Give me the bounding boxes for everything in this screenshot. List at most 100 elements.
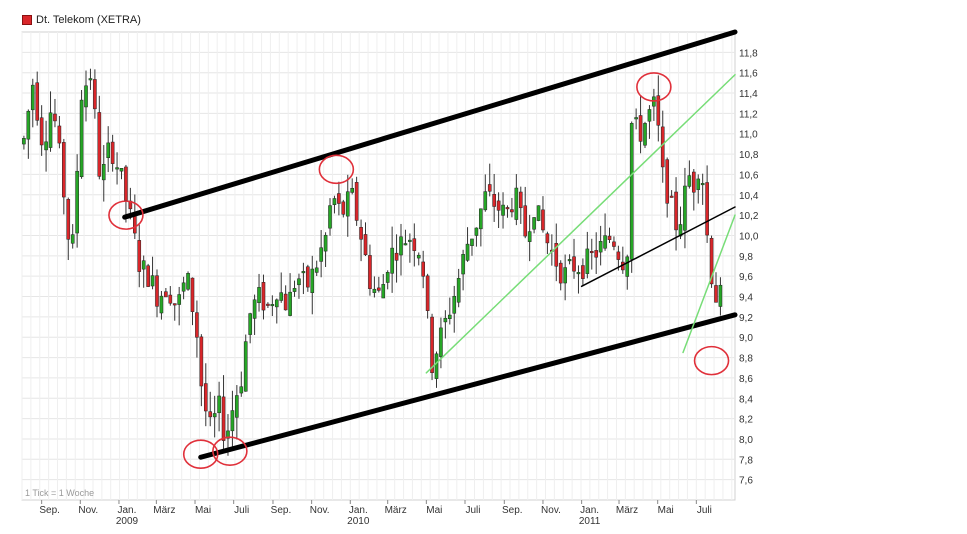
candle-body xyxy=(323,234,328,252)
x-tick-label: März xyxy=(616,505,638,516)
candle-body xyxy=(274,299,279,308)
candle-body xyxy=(354,182,359,221)
candle-body xyxy=(137,240,142,272)
x-tick-label: Nov. xyxy=(541,505,561,516)
candle-body xyxy=(412,238,417,251)
candle-body xyxy=(558,262,563,284)
candle-body xyxy=(594,250,599,258)
tick-footnote: 1 Tick = 1 Woche xyxy=(25,488,95,498)
candle-body xyxy=(643,123,647,146)
candle-body xyxy=(199,336,204,387)
candle-body xyxy=(190,277,195,312)
candle-body xyxy=(97,112,102,177)
candle-body xyxy=(261,282,266,311)
highlight-circle xyxy=(108,200,144,230)
candle-body xyxy=(700,183,705,186)
y-tick-label: 10,0 xyxy=(739,231,759,242)
candle-body xyxy=(492,194,496,207)
candle-body xyxy=(177,294,181,305)
candle-body xyxy=(150,275,155,287)
candle-body xyxy=(705,182,709,236)
x-year-label: 2011 xyxy=(579,516,601,527)
candle-body xyxy=(541,209,545,231)
candle-body xyxy=(310,268,315,293)
candle-body xyxy=(683,185,687,231)
candle-body xyxy=(634,117,638,120)
candle-body xyxy=(443,317,448,323)
candle-body xyxy=(186,273,190,290)
y-tick-label: 11,8 xyxy=(739,48,758,59)
y-tick-label: 10,2 xyxy=(739,211,759,222)
candle-body xyxy=(461,254,465,275)
trend-line-lower-channel xyxy=(198,312,738,460)
candle-body xyxy=(266,303,270,306)
y-tick-label: 8,8 xyxy=(739,354,753,365)
y-tick-label: 11,0 xyxy=(739,130,758,141)
y-tick-label: 9,6 xyxy=(739,272,753,283)
candle-body xyxy=(554,243,559,267)
candle-body xyxy=(257,287,261,304)
candle-body xyxy=(536,205,541,221)
candle-body xyxy=(403,243,408,246)
candle-body xyxy=(350,187,355,193)
candle-body xyxy=(79,99,84,178)
candle-body xyxy=(181,282,186,292)
candle-body xyxy=(452,295,457,314)
candle-body xyxy=(718,284,723,307)
candle-body xyxy=(496,200,501,211)
legend-swatch xyxy=(22,15,32,25)
highlight-circle xyxy=(636,72,672,102)
legend: Dt. Telekom (XETRA) xyxy=(22,14,141,26)
candle-body xyxy=(501,204,505,216)
highlight-circle xyxy=(693,345,730,376)
x-tick-label: Mai xyxy=(426,505,442,516)
candle-body xyxy=(203,383,208,412)
candle-body xyxy=(22,138,26,145)
candle-body xyxy=(110,141,115,164)
candle-body xyxy=(430,316,434,373)
candle-body xyxy=(301,271,306,274)
candle-body xyxy=(687,175,692,187)
candle-body xyxy=(545,233,550,244)
candle-body xyxy=(692,171,696,193)
candle-body xyxy=(283,293,288,311)
candle-body xyxy=(133,214,137,234)
candle-body xyxy=(585,248,590,274)
candle-body xyxy=(292,288,297,292)
candle-body xyxy=(44,141,48,151)
x-year-label: 2009 xyxy=(116,516,139,527)
candle-body xyxy=(669,195,674,198)
candle-body xyxy=(656,95,661,126)
candle-body xyxy=(589,251,594,254)
candle-body xyxy=(474,227,479,236)
candle-body xyxy=(696,178,701,190)
y-tick-label: 7,8 xyxy=(739,455,753,466)
candle-body xyxy=(518,191,523,209)
candle-body xyxy=(57,125,62,144)
candle-body xyxy=(115,167,119,170)
candle-body xyxy=(527,231,532,242)
candle-body xyxy=(678,224,683,237)
candle-body xyxy=(470,238,474,246)
candle-body xyxy=(319,247,323,262)
highlight-circle xyxy=(318,154,355,185)
x-tick-label: Mai xyxy=(195,505,211,516)
candle-body xyxy=(629,123,634,260)
candle-body xyxy=(567,259,572,262)
candle-body xyxy=(674,191,678,231)
candle-body xyxy=(146,265,150,287)
x-tick-label: Jan. xyxy=(349,505,368,516)
candle-body xyxy=(306,266,310,288)
x-tick-label: Jan. xyxy=(118,505,137,516)
y-tick-label: 10,4 xyxy=(739,191,759,202)
candle-body xyxy=(226,430,230,439)
candle-body xyxy=(62,142,66,198)
candle-body xyxy=(235,395,239,418)
candle-body xyxy=(479,208,483,230)
highlight-circle xyxy=(182,439,219,470)
x-tick-label: Juli xyxy=(697,505,712,516)
candle-body xyxy=(195,312,199,338)
candle-body xyxy=(155,275,159,307)
candle-body xyxy=(270,304,275,307)
